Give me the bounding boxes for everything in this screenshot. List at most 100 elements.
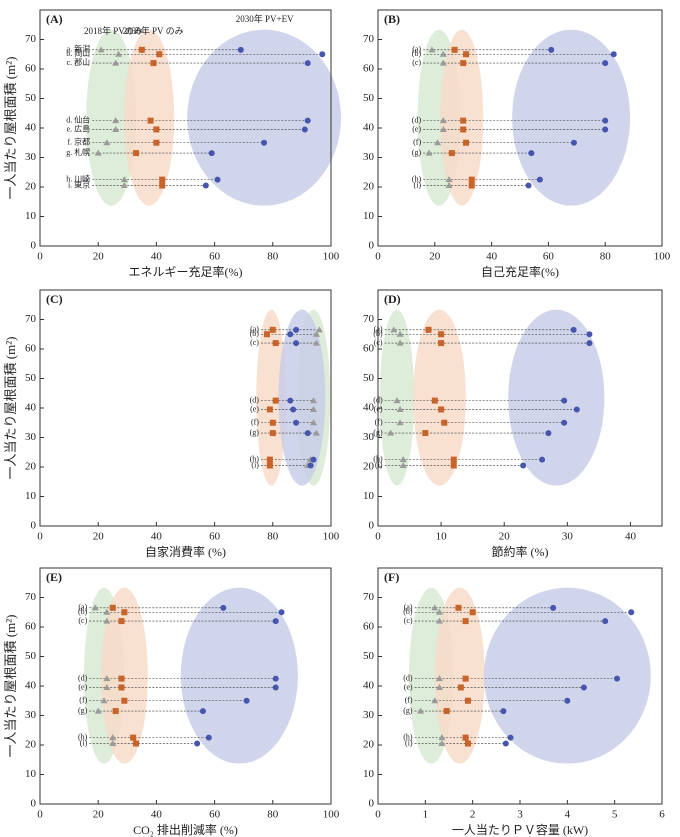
y-tick-label: 60 [25,621,37,633]
point [304,117,311,124]
y-tick-label: 70 [25,313,37,325]
point [130,734,137,741]
city-label: (a) [404,603,413,612]
point [199,708,206,715]
city-label: (d) [78,673,88,682]
point [602,618,609,625]
city-label: h. 川崎 [66,173,90,183]
point [417,707,425,714]
x-axis-label: CO₂ 排出削減率 (%) [133,822,238,837]
point [278,609,285,616]
point [539,456,546,463]
x-tick-label: 80 [267,809,279,821]
x-tick-label: 60 [209,809,221,821]
point [103,675,111,682]
x-tick-label: 5 [612,809,618,821]
point [445,182,453,189]
point [586,331,593,338]
city-label: (c) [412,58,421,67]
point [205,734,212,741]
point [269,419,276,426]
region [180,587,298,764]
region [413,309,466,486]
city-label: (c) [404,616,413,625]
y-tick-label: 70 [363,313,375,325]
y-tick-label: 30 [363,151,375,163]
city-label: (f) [79,696,87,705]
point [573,406,580,413]
y-tick-label: 30 [25,431,37,443]
point [545,430,552,437]
point [153,139,160,146]
point [287,331,294,338]
point [438,331,445,338]
point [310,419,318,426]
point [439,50,447,57]
point [237,46,244,53]
city-label: (b) [250,329,260,338]
y-tick-label: 0 [369,798,375,810]
point [118,618,125,625]
city-label: (g) [250,428,260,437]
point [261,139,268,146]
point [243,697,250,704]
point [121,697,128,704]
point [301,126,308,133]
y-tick-label: 50 [363,650,375,662]
x-tick-label: 20 [499,531,511,543]
x-tick-label: 20 [93,251,105,263]
point [312,330,320,337]
city-label: i. 東京 [68,179,90,189]
x-tick-label: 40 [151,809,163,821]
point [436,608,444,615]
point [507,734,514,741]
y-tick-label: 40 [25,122,37,134]
point [312,429,320,436]
point [266,456,273,463]
point [436,675,444,682]
y-tick-label: 70 [363,33,375,45]
city-label: (i) [414,180,422,189]
point [548,46,555,53]
point [396,330,404,337]
point [468,176,475,183]
x-tick-label: 20 [93,809,105,821]
point [431,697,439,704]
city-label: (e) [78,682,87,691]
point [310,456,317,463]
point [390,326,398,333]
region [434,587,485,764]
y-tick-label: 0 [369,240,375,252]
point [448,150,455,157]
city-label: (b) [373,329,383,338]
city-label: (b) [403,607,413,616]
point [315,326,323,333]
y-tick-label: 10 [25,210,37,222]
y-tick-label: 40 [363,402,375,414]
city-label: (f) [251,418,259,427]
x-tick-label: 10 [436,531,448,543]
panel-label: (F) [384,570,399,584]
city-label: (a) [374,325,383,334]
y-tick-label: 10 [25,768,37,780]
region [256,309,287,486]
point [304,430,311,437]
point [319,51,326,58]
point [109,734,117,741]
point [460,60,467,67]
point [561,419,568,426]
city-label: f. 京都 [68,137,91,147]
panel: 0 10 20 30 40 50 60 70 0 20 40 60 80 100 自家消費率 (%) 一人当た… [3,289,340,559]
y-axis-label: 一人当たり屋根面積 (m²) [3,57,18,200]
point [97,46,105,53]
y-tick-label: 0 [31,240,37,252]
point [528,150,535,157]
city-label: (b) [412,49,422,58]
point [441,419,448,426]
point [112,125,120,132]
point [500,708,507,715]
city-label: (f) [375,418,383,427]
point [586,340,593,347]
city-label: (f) [413,138,421,147]
region [483,587,651,764]
